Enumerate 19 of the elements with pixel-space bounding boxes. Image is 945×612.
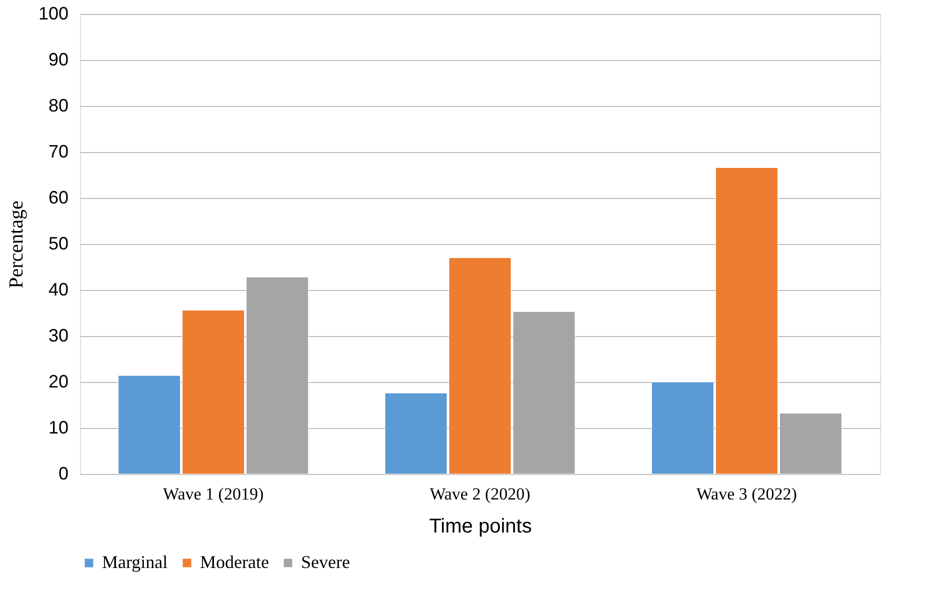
x-tick-label: Wave 3 (2022) [696,484,797,504]
y-tick-label: 90 [48,50,68,70]
x-tick-label: Wave 1 (2019) [163,484,264,504]
x-axis-title: Time points [429,516,532,538]
y-tick-label: 60 [48,188,68,208]
x-tick-label: Wave 2 (2020) [430,484,530,504]
y-tick-label: 30 [48,326,68,346]
y-tick-label: 0 [58,464,68,484]
legend-label: Moderate [200,552,269,572]
legend-label: Marginal [102,552,168,572]
y-tick-label: 80 [48,96,68,116]
y-tick-label: 100 [38,4,68,24]
y-axis-title: Percentage [5,200,28,288]
y-tick-label: 40 [48,280,68,300]
y-tick-label: 50 [48,234,68,254]
legend-label: Severe [301,552,350,572]
y-tick-label: 20 [48,372,68,392]
y-tick-label: 10 [48,418,68,438]
y-tick-label: 70 [48,142,68,162]
